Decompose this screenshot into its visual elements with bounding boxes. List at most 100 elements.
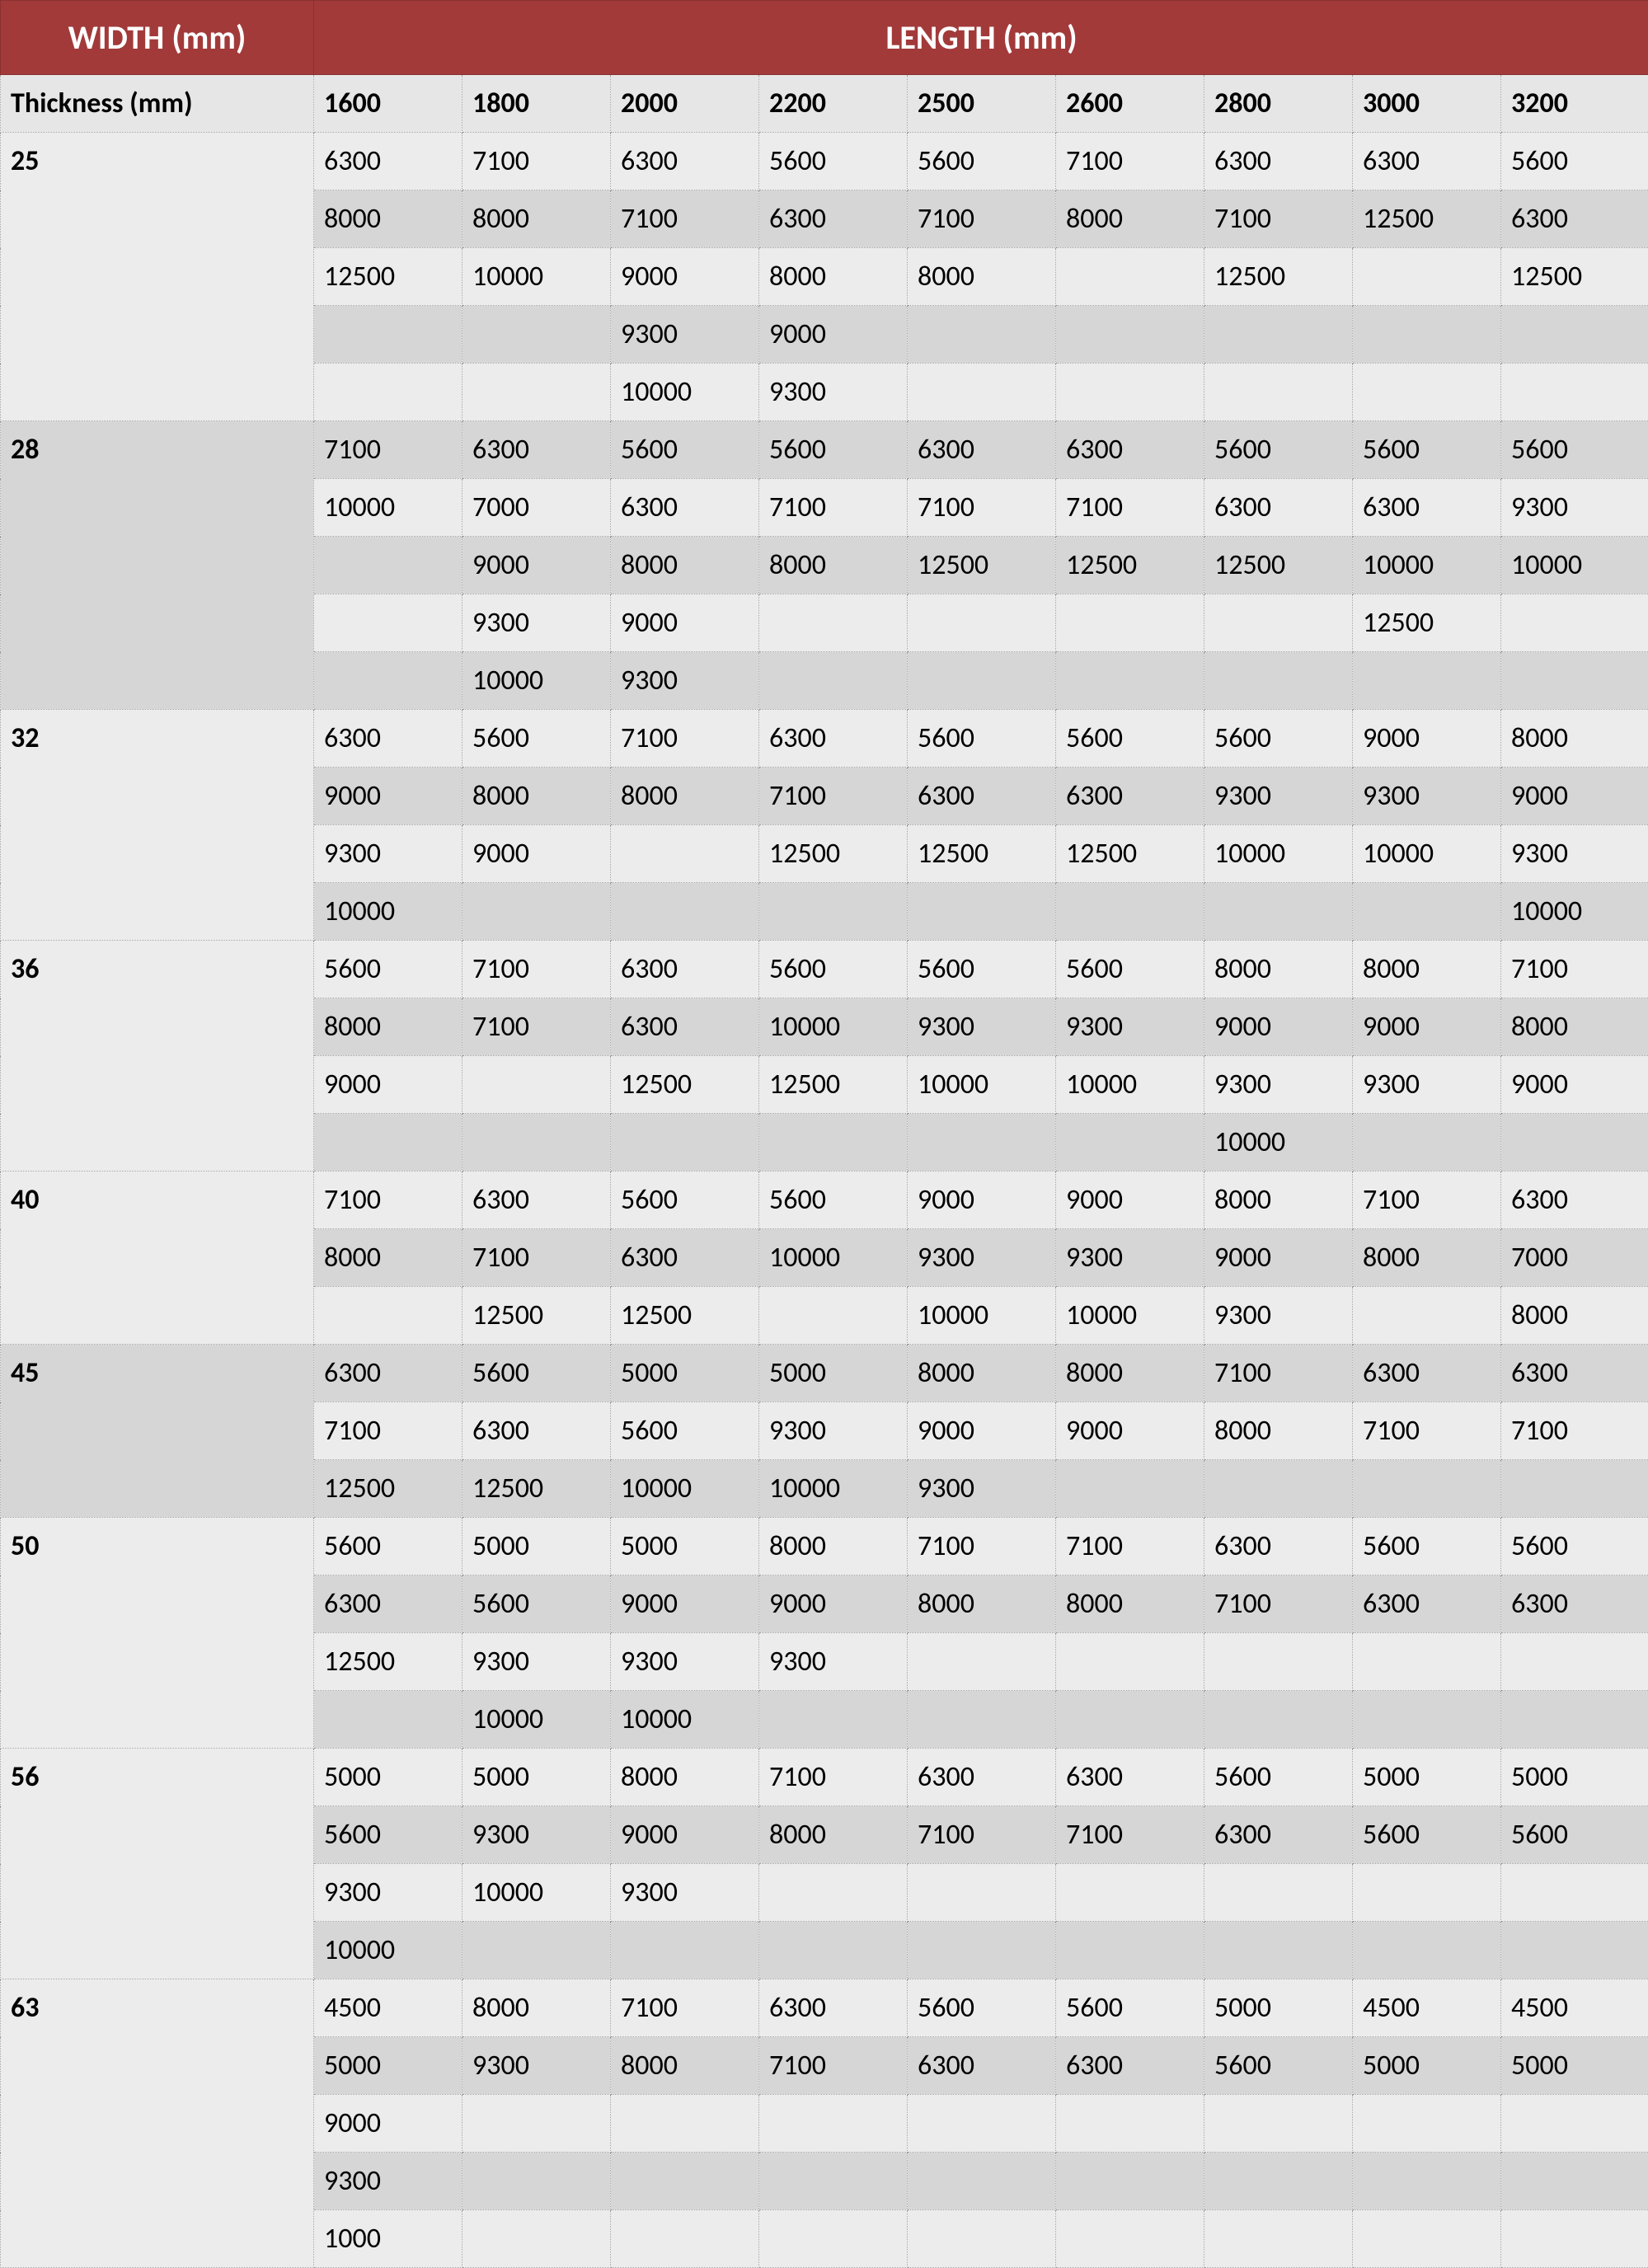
data-cell: 12500 <box>1056 825 1204 883</box>
data-cell: 9300 <box>462 1806 611 1864</box>
data-cell: 5000 <box>611 1345 759 1402</box>
data-cell <box>1501 1633 1648 1691</box>
data-cell: 9300 <box>1501 479 1648 537</box>
data-cell <box>1353 2210 1501 2268</box>
thickness-header: Thickness (mm) <box>1 75 314 133</box>
data-cell: 6300 <box>1204 1518 1353 1575</box>
data-cell <box>1056 1864 1204 1922</box>
data-cell: 9000 <box>1204 1229 1353 1287</box>
data-cell <box>314 594 462 652</box>
data-cell: 4500 <box>1501 1979 1648 2037</box>
data-cell: 9300 <box>314 1864 462 1922</box>
data-cell: 10000 <box>314 1922 462 1979</box>
data-cell: 9300 <box>759 364 908 421</box>
data-cell: 10000 <box>314 883 462 941</box>
data-cell: 9000 <box>611 594 759 652</box>
data-cell <box>1204 652 1353 710</box>
data-cell: 12500 <box>908 537 1056 594</box>
data-cell <box>1501 306 1648 364</box>
data-cell: 8000 <box>759 1518 908 1575</box>
data-cell <box>908 364 1056 421</box>
data-cell: 12500 <box>462 1287 611 1345</box>
data-cell <box>759 652 908 710</box>
data-cell: 8000 <box>462 768 611 825</box>
data-cell: 5600 <box>1204 421 1353 479</box>
thickness-cell: 45 <box>1 1345 314 1518</box>
data-cell: 8000 <box>1353 941 1501 998</box>
data-cell: 9300 <box>1056 998 1204 1056</box>
data-cell <box>1056 2153 1204 2210</box>
data-cell: 8000 <box>759 1806 908 1864</box>
data-cell: 9000 <box>314 2095 462 2153</box>
data-cell: 12500 <box>1501 248 1648 306</box>
data-cell <box>759 883 908 941</box>
length-col-1: 1800 <box>462 75 611 133</box>
data-cell: 8000 <box>462 1979 611 2037</box>
data-cell: 10000 <box>908 1287 1056 1345</box>
data-cell <box>759 1691 908 1749</box>
data-cell: 12500 <box>1353 594 1501 652</box>
data-cell: 5000 <box>1353 1749 1501 1806</box>
data-cell: 5600 <box>462 1345 611 1402</box>
data-cell: 5000 <box>611 1518 759 1575</box>
subheader-row: Thickness (mm) 1600 1800 2000 2200 2500 … <box>1 75 1648 133</box>
data-cell: 7100 <box>1056 133 1204 190</box>
data-cell: 9300 <box>1204 768 1353 825</box>
data-cell: 5000 <box>1501 2037 1648 2095</box>
data-cell: 9300 <box>611 306 759 364</box>
data-cell: 6300 <box>1204 133 1353 190</box>
data-cell <box>908 2153 1056 2210</box>
data-cell: 9000 <box>314 768 462 825</box>
data-cell: 6300 <box>462 1402 611 1460</box>
data-cell: 8000 <box>759 537 908 594</box>
data-cell: 5600 <box>314 1806 462 1864</box>
data-cell <box>1501 2210 1648 2268</box>
data-cell <box>1501 594 1648 652</box>
data-cell <box>1353 2095 1501 2153</box>
data-cell <box>1204 2210 1353 2268</box>
table-row: 45630056005000500080008000710063006300 <box>1 1345 1648 1402</box>
data-cell <box>759 2153 908 2210</box>
data-cell <box>314 1691 462 1749</box>
data-cell: 12500 <box>611 1287 759 1345</box>
data-cell: 10000 <box>611 364 759 421</box>
data-cell: 6300 <box>759 710 908 768</box>
data-cell <box>1501 2095 1648 2153</box>
data-cell: 7000 <box>1501 1229 1648 1287</box>
data-cell <box>1501 2153 1648 2210</box>
data-cell: 7100 <box>1204 190 1353 248</box>
data-cell: 9300 <box>908 1460 1056 1518</box>
data-cell: 5000 <box>314 2037 462 2095</box>
data-cell <box>1353 1114 1501 1172</box>
data-cell: 8000 <box>611 537 759 594</box>
data-cell: 8000 <box>1204 941 1353 998</box>
data-cell <box>1353 1633 1501 1691</box>
data-cell: 9300 <box>611 652 759 710</box>
data-cell <box>1501 1922 1648 1979</box>
data-cell: 12500 <box>908 825 1056 883</box>
data-cell: 8000 <box>908 1345 1056 1402</box>
data-cell <box>1056 883 1204 941</box>
data-cell <box>462 1056 611 1114</box>
data-cell <box>611 2153 759 2210</box>
data-cell: 9000 <box>1353 998 1501 1056</box>
data-cell <box>908 2095 1056 2153</box>
data-cell: 9300 <box>759 1633 908 1691</box>
data-cell: 9300 <box>611 1864 759 1922</box>
data-cell <box>1353 1864 1501 1922</box>
data-cell <box>1501 1460 1648 1518</box>
data-cell: 5000 <box>462 1518 611 1575</box>
data-cell <box>1204 364 1353 421</box>
data-cell: 6300 <box>314 1345 462 1402</box>
data-cell: 5000 <box>462 1749 611 1806</box>
data-cell <box>908 652 1056 710</box>
data-cell <box>314 364 462 421</box>
data-cell: 9000 <box>908 1402 1056 1460</box>
data-cell: 8000 <box>1056 1345 1204 1402</box>
data-cell <box>1204 883 1353 941</box>
data-cell <box>908 2210 1056 2268</box>
data-cell: 6300 <box>908 768 1056 825</box>
data-cell: 5000 <box>314 1749 462 1806</box>
data-cell <box>1353 1287 1501 1345</box>
data-cell: 9300 <box>759 1402 908 1460</box>
